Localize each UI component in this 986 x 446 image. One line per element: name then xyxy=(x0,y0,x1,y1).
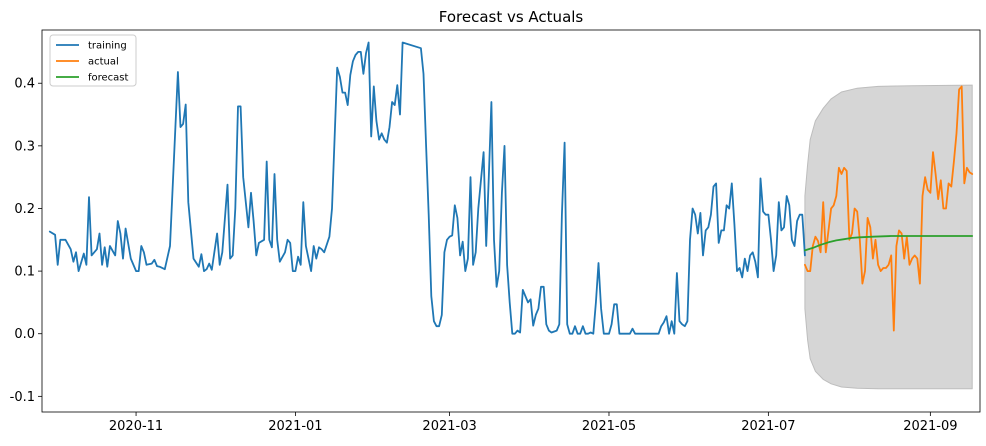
legend-label-forecast: forecast xyxy=(88,73,129,84)
plot-frame xyxy=(41,29,981,413)
y-tick-label: 0.1 xyxy=(14,265,35,280)
series-line-forecast xyxy=(804,235,974,252)
x-axis: 2020-11 2021-01 2021-03 2021-05 2021-07 2021-… xyxy=(109,412,958,434)
y-tick-label: 0.0 xyxy=(14,327,35,342)
y-tick-label: -0.1 xyxy=(10,390,35,405)
series-line-actual xyxy=(804,85,974,332)
x-tick-label: 2021-01 xyxy=(268,419,322,434)
series-line-training xyxy=(48,41,806,335)
x-tick-label: 2021-09 xyxy=(903,419,957,434)
series-layer xyxy=(48,41,974,335)
x-tick-label: 2021-07 xyxy=(741,419,795,434)
legend-box xyxy=(49,34,137,87)
chart-title: Forecast vs Actuals xyxy=(439,8,584,26)
x-tick-label: 2021-03 xyxy=(422,419,476,434)
legend-label-actual: actual xyxy=(88,57,119,68)
x-tick-label: 2021-05 xyxy=(582,419,636,434)
legend-label-training: training xyxy=(88,41,127,52)
x-tick-label: 2020-11 xyxy=(109,419,163,434)
y-tick-label: 0.2 xyxy=(14,202,35,217)
legend: training actual forecast xyxy=(49,34,137,87)
y-tick-label: 0.3 xyxy=(14,139,35,154)
y-axis: -0.1 0.0 0.1 0.2 0.3 0.4 xyxy=(10,77,42,405)
y-tick-label: 0.4 xyxy=(14,77,35,92)
